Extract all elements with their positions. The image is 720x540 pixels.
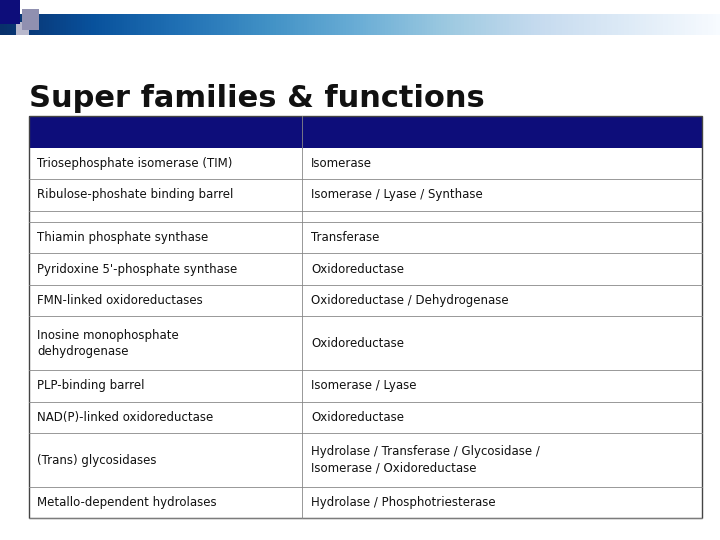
Text: Oxidoreductase / Dehydrogenase: Oxidoreductase / Dehydrogenase bbox=[311, 294, 508, 307]
Text: Isomerase / Lyase: Isomerase / Lyase bbox=[311, 380, 417, 393]
Text: Triosephosphate isomerase (TIM): Triosephosphate isomerase (TIM) bbox=[37, 157, 233, 170]
Text: Super families & functions: Super families & functions bbox=[29, 84, 485, 113]
Text: PLP-binding barrel: PLP-binding barrel bbox=[37, 380, 145, 393]
Text: Oxidoreductase: Oxidoreductase bbox=[311, 337, 404, 350]
Text: Oxidoreductase: Oxidoreductase bbox=[311, 411, 404, 424]
Text: FMN-linked oxidoreductases: FMN-linked oxidoreductases bbox=[37, 294, 203, 307]
Text: Functions: Functions bbox=[310, 125, 382, 138]
Text: NAD(P)-linked oxidoreductase: NAD(P)-linked oxidoreductase bbox=[37, 411, 214, 424]
Text: Inosine monophosphate
dehydrogenase: Inosine monophosphate dehydrogenase bbox=[37, 328, 179, 358]
Text: Super family: Super family bbox=[36, 125, 131, 138]
Text: Isomerase: Isomerase bbox=[311, 157, 372, 170]
Text: Ribulose-phoshate binding barrel: Ribulose-phoshate binding barrel bbox=[37, 188, 234, 201]
Text: Metallo-dependent hydrolases: Metallo-dependent hydrolases bbox=[37, 496, 217, 509]
Text: Hydrolase / Transferase / Glycosidase /
Isomerase / Oxidoreductase: Hydrolase / Transferase / Glycosidase / … bbox=[311, 446, 540, 475]
Text: Isomerase / Lyase / Synthase: Isomerase / Lyase / Synthase bbox=[311, 188, 483, 201]
Text: Oxidoreductase: Oxidoreductase bbox=[311, 262, 404, 275]
Text: Pyridoxine 5'-phosphate synthase: Pyridoxine 5'-phosphate synthase bbox=[37, 262, 238, 275]
Text: (Trans) glycosidases: (Trans) glycosidases bbox=[37, 454, 157, 467]
Text: Hydrolase / Phosphotriesterase: Hydrolase / Phosphotriesterase bbox=[311, 496, 495, 509]
Text: Transferase: Transferase bbox=[311, 231, 379, 244]
Text: Thiamin phosphate synthase: Thiamin phosphate synthase bbox=[37, 231, 209, 244]
